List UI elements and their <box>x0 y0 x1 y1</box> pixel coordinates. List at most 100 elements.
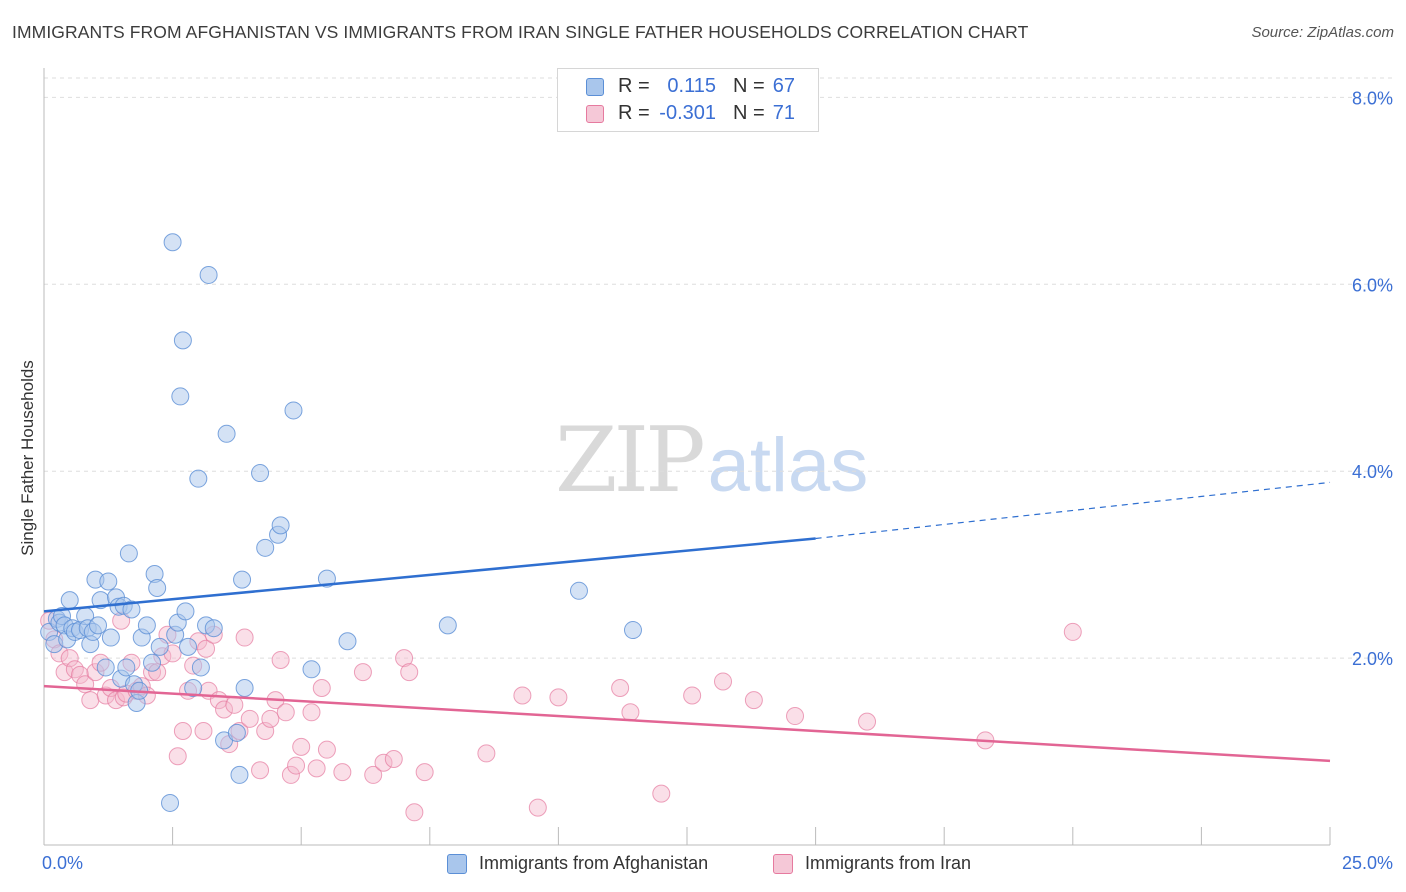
afghanistan-point <box>256 538 275 557</box>
zipatlas-watermark: ZIPatlas <box>555 408 868 513</box>
afghanistan-point <box>438 616 457 635</box>
iran-point <box>271 650 290 669</box>
n-label: N = <box>733 102 765 124</box>
iran-point <box>235 628 254 647</box>
afghanistan-point <box>271 516 290 535</box>
afghanistan-point <box>173 331 192 350</box>
iran-point <box>215 700 234 719</box>
iran-r-value: -0.301 <box>659 102 716 124</box>
afghanistan-point <box>230 765 249 784</box>
iran-point <box>513 686 532 705</box>
series-legend: Immigrants from Afghanistan Immigrants f… <box>0 852 1406 878</box>
afghanistan-point <box>117 658 136 677</box>
afghanistan-point <box>99 572 118 591</box>
iran-point <box>395 649 414 668</box>
afghanistan-point <box>96 658 115 677</box>
afghanistan-legend-label: Immigrants from Afghanistan <box>479 853 709 873</box>
iran-point <box>194 721 213 740</box>
afghanistan-point <box>150 637 169 656</box>
iran-point <box>225 695 244 714</box>
afghanistan-point <box>623 621 642 640</box>
x-tick-label: 0.0% <box>42 853 83 873</box>
iran-point <box>287 756 306 775</box>
iran-point <box>683 686 702 705</box>
afghanistan-point <box>122 600 141 619</box>
iran-point <box>302 703 321 722</box>
iran-point <box>281 765 300 784</box>
afghanistan-point <box>137 616 156 635</box>
afghanistan-point <box>204 619 223 638</box>
afghanistan-point <box>317 569 336 588</box>
afghanistan-point <box>163 233 182 252</box>
iran-point <box>256 721 275 740</box>
afghanistan-point <box>189 469 208 488</box>
iran-point <box>71 665 90 684</box>
iran-point <box>714 672 733 691</box>
r-label: R = <box>618 102 650 124</box>
y-axis-label: Single Father Households <box>18 360 37 556</box>
iran-point <box>251 761 270 780</box>
afghanistan-point <box>338 632 357 651</box>
iran-point <box>405 803 424 822</box>
afghanistan-point <box>233 570 252 589</box>
y-tick-label: 4.0% <box>1352 462 1393 482</box>
afghanistan-point <box>191 658 210 677</box>
watermark-zip: ZIP <box>555 408 706 513</box>
iran-point <box>276 703 295 722</box>
iran-point <box>1063 622 1082 641</box>
iran-point <box>168 747 187 766</box>
iran-point <box>415 763 434 782</box>
afghanistan-point <box>184 679 203 697</box>
iran-point <box>240 709 259 728</box>
iran-point <box>549 688 568 707</box>
iran-point <box>292 737 311 756</box>
iran-trend-line <box>43 684 1331 763</box>
iran-point <box>261 709 280 728</box>
afghanistan-n-value: 67 <box>772 75 795 97</box>
iran-point <box>307 759 326 778</box>
afghanistan-point <box>227 723 246 742</box>
iran-point <box>400 663 419 682</box>
iran-point <box>81 691 100 710</box>
n-label: N = <box>733 75 765 97</box>
afghanistan-trend-extension <box>815 481 1331 540</box>
legend-row-iran: R = -0.301 N = 71 <box>558 100 818 126</box>
iran-legend-swatch <box>773 854 793 874</box>
afghanistan-point <box>179 637 198 656</box>
y-tick-label: 6.0% <box>1352 275 1393 295</box>
iran-point <box>317 740 336 759</box>
afghanistan-trend-line <box>43 537 816 613</box>
afghanistan-point <box>171 387 190 406</box>
afghanistan-point <box>284 401 303 420</box>
iran-swatch <box>586 105 604 123</box>
afghanistan-point <box>217 424 236 443</box>
iran-point <box>65 660 84 679</box>
correlation-legend: R = 0.115 N = 67 R = -0.301 N = 71 <box>557 68 819 132</box>
iran-point <box>312 679 331 697</box>
afghanistan-point <box>199 265 218 284</box>
iran-point <box>353 663 372 682</box>
afghanistan-point <box>176 602 195 621</box>
afghanistan-legend-swatch <box>447 854 467 874</box>
iran-point <box>858 712 877 731</box>
afghanistan-swatch <box>586 78 604 96</box>
iran-point <box>60 649 79 668</box>
iran-n-value: 71 <box>772 102 795 124</box>
afghanistan-point <box>101 628 120 647</box>
afghanistan-point <box>302 660 321 679</box>
iran-legend-label: Immigrants from Iran <box>805 853 972 873</box>
afghanistan-point <box>235 679 254 697</box>
r-label: R = <box>618 75 650 97</box>
watermark-atlas: atlas <box>707 423 869 508</box>
iran-point <box>621 703 640 722</box>
afghanistan-point <box>89 616 108 635</box>
iran-point <box>333 763 352 782</box>
y-tick-label: 8.0% <box>1352 88 1393 108</box>
iran-point <box>364 765 383 784</box>
afghanistan-point <box>148 579 167 598</box>
iran-point <box>173 721 192 740</box>
afghanistan-point <box>161 793 180 812</box>
afghanistan-r-value: 0.115 <box>667 75 716 97</box>
iran-point <box>744 691 763 710</box>
